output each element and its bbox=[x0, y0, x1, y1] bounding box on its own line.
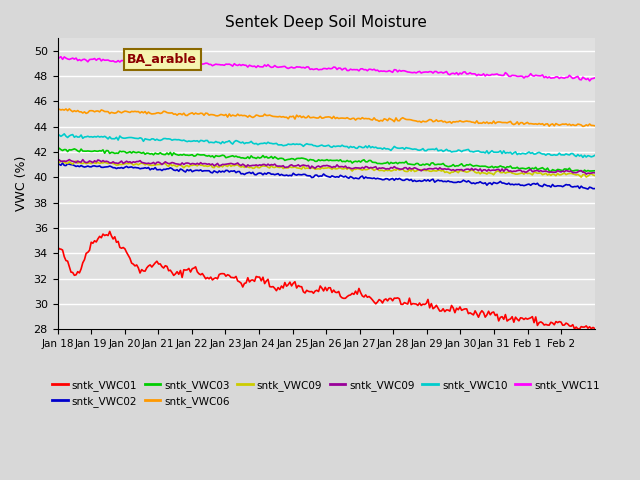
Legend: sntk_VWC01, sntk_VWC02, sntk_VWC03, sntk_VWC06, sntk_VWC09, sntk_VWC09, sntk_VWC: sntk_VWC01, sntk_VWC02, sntk_VWC03, sntk… bbox=[48, 375, 604, 411]
Text: BA_arable: BA_arable bbox=[127, 53, 197, 66]
Title: Sentek Deep Soil Moisture: Sentek Deep Soil Moisture bbox=[225, 15, 427, 30]
Y-axis label: VWC (%): VWC (%) bbox=[15, 156, 28, 212]
